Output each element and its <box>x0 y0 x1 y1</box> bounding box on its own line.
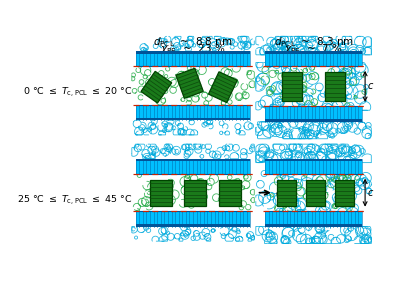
Bar <box>265 224 362 226</box>
Bar <box>136 224 250 226</box>
Text: c: c <box>276 188 281 198</box>
Bar <box>136 117 250 120</box>
Bar <box>265 159 362 162</box>
Bar <box>265 119 362 122</box>
Text: $\chi_\mathrm{PE}$  ~  7 %: $\chi_\mathrm{PE}$ ~ 7 % <box>284 42 343 56</box>
Bar <box>136 51 250 54</box>
Bar <box>184 180 206 206</box>
Bar <box>306 180 325 206</box>
Bar <box>325 72 345 101</box>
Bar <box>265 51 362 66</box>
Text: 0 $\degree$C $\leq$ $T_\mathrm{c,PCL}$ $\leq$ 20 $\degree$C: 0 $\degree$C $\leq$ $T_\mathrm{c,PCL}$ $… <box>22 85 132 99</box>
Bar <box>136 159 250 162</box>
Polygon shape <box>176 68 203 98</box>
Bar <box>265 51 362 54</box>
Bar <box>265 106 362 122</box>
Bar <box>150 180 172 206</box>
Polygon shape <box>208 72 237 103</box>
Bar <box>136 159 250 174</box>
Text: c: c <box>367 188 373 198</box>
Text: 25 $\degree$C $\leq$ $T_\mathrm{c,PCL}$ $\leq$ 45 $\degree$C: 25 $\degree$C $\leq$ $T_\mathrm{c,PCL}$ … <box>17 193 132 207</box>
Bar <box>265 211 362 226</box>
Bar <box>265 159 362 174</box>
Text: c: c <box>367 81 373 91</box>
Bar <box>335 180 354 206</box>
Bar <box>277 180 296 206</box>
Bar <box>219 180 240 206</box>
Bar <box>136 51 250 66</box>
Polygon shape <box>141 71 172 103</box>
Bar <box>136 211 250 226</box>
Text: $d_\mathrm{PCL}$  ~  8.3 nm: $d_\mathrm{PCL}$ ~ 8.3 nm <box>274 36 354 49</box>
Bar <box>136 105 250 120</box>
Text: $d_\mathrm{PCL}$  ~  8.8 nm: $d_\mathrm{PCL}$ ~ 8.8 nm <box>153 36 233 49</box>
Text: $\chi_\mathrm{PE}$  ~  23 %: $\chi_\mathrm{PE}$ ~ 23 % <box>160 42 226 56</box>
Bar <box>282 72 302 101</box>
